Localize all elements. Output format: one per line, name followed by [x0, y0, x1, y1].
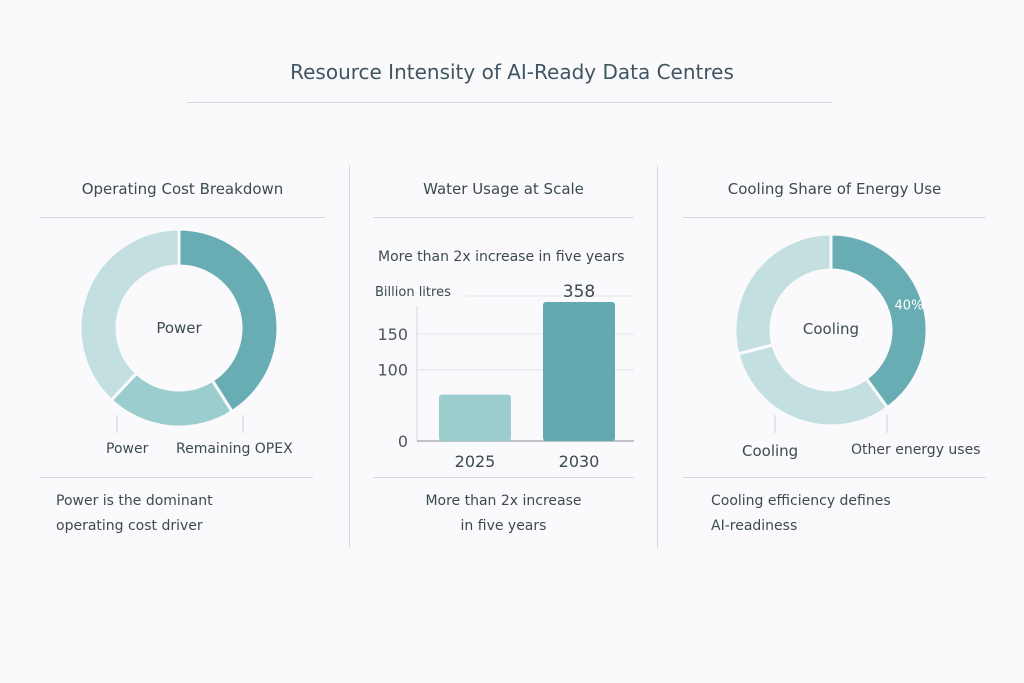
caption-line: Cooling efficiency defines: [711, 493, 891, 509]
water-chart-subtitle: More than 2x increase in five years: [378, 249, 625, 265]
donut-slice: [78, 227, 181, 403]
caption-line: operating cost driver: [56, 518, 203, 534]
legend-label-cooling: Cooling: [742, 442, 799, 460]
legend-label-remaining-opex: Remaining OPEX: [176, 441, 293, 457]
y-axis-label: Billion litres: [375, 285, 451, 300]
y-tick-label: 0: [398, 432, 408, 451]
title-underline: [187, 102, 832, 103]
bar-2030: [543, 301, 615, 441]
column-divider: [349, 165, 350, 548]
legend-label-power: Power: [106, 441, 149, 457]
divider: [683, 217, 986, 218]
divider: [40, 217, 325, 218]
slice-data-label: 40%: [895, 299, 924, 314]
water-chart-title: Water Usage at Scale: [423, 180, 584, 198]
page-title: Resource Intensity of AI-Ready Data Cent…: [290, 60, 734, 84]
bar-data-label: 358: [563, 282, 595, 302]
donut-slice: [736, 343, 890, 428]
caption-line: More than 2x increase: [425, 493, 582, 509]
cooling-chart-title: Cooling Share of Energy Use: [727, 180, 942, 198]
caption-line: AI-readiness: [711, 518, 798, 534]
divider: [40, 477, 313, 478]
cooling-caption: Cooling efficiency defines AI-readiness: [711, 489, 891, 539]
x-tick-label: 2025: [455, 452, 496, 471]
divider: [373, 217, 634, 218]
column-divider: [657, 165, 658, 548]
water-caption: More than 2x increase in five years: [373, 489, 634, 539]
donut-center-label: Power: [156, 319, 202, 337]
cost-caption: Power is the dominant operating cost driv…: [56, 489, 213, 539]
bar-2025: [439, 394, 511, 441]
cost-chart-title: Operating Cost Breakdown: [81, 180, 284, 198]
y-tick-label: 100: [377, 361, 408, 380]
donut-slice: [733, 232, 833, 356]
legend-label-other: Other energy uses: [851, 442, 981, 458]
caption-line: in five years: [460, 518, 547, 534]
x-tick-label: 2030: [559, 452, 600, 471]
divider: [683, 477, 986, 478]
donut-center-label: Cooling: [802, 320, 860, 338]
divider: [373, 477, 634, 478]
donut-slice: [177, 227, 280, 414]
y-tick-label: 150: [377, 325, 408, 344]
donut-slice: [829, 232, 929, 410]
caption-line: Power is the dominant: [56, 493, 213, 509]
